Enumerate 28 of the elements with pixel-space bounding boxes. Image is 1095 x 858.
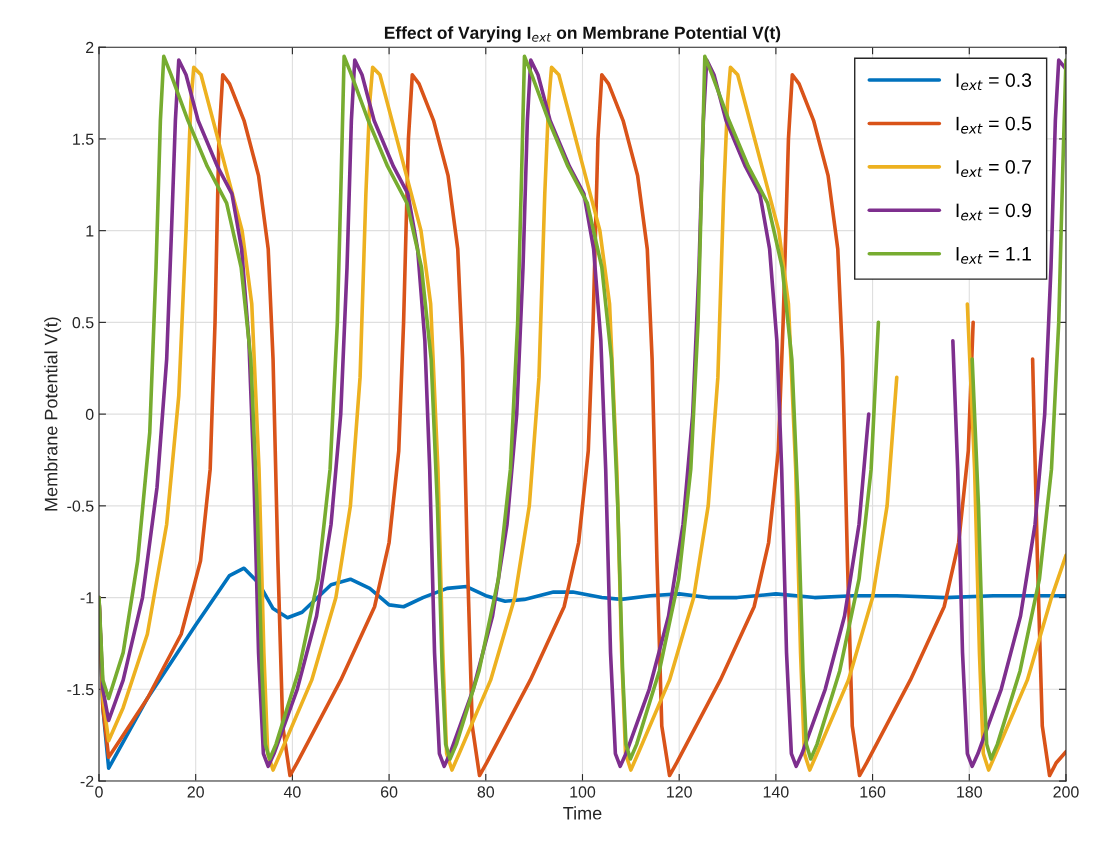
y-tick-label: -2	[80, 775, 94, 787]
legend-label: I$_{ext}$ = 0.3	[956, 73, 1032, 91]
x-tick-label: 20	[187, 786, 204, 798]
y-tick-label: 0	[85, 408, 94, 421]
x-tick-label: 40	[283, 786, 301, 798]
x-tick-label: 0	[95, 786, 103, 798]
y-tick-label: -1	[80, 592, 94, 604]
legend-label: I$_{ext}$ = 0.9	[956, 203, 1032, 221]
legend-label: I$_{ext}$ = 0.5	[956, 116, 1032, 134]
x-tick-label: 60	[381, 786, 398, 798]
y-tick-label: 2	[86, 41, 94, 53]
x-tick-label: 140	[763, 786, 789, 798]
y-tick-label: 1	[86, 225, 94, 237]
x-tick-label: 100	[570, 786, 596, 798]
legend-label: I$_{ext}$ = 1.1	[956, 247, 1031, 264]
y-tick-label: -0.5	[67, 500, 94, 512]
x-tick-label: 120	[667, 786, 692, 798]
y-tick-label: -1.5	[67, 684, 94, 696]
x-tick-label: 80	[477, 786, 495, 798]
y-tick-label: 0.5	[72, 317, 94, 329]
y-axis-title: Membrane Potential V(t)	[44, 317, 62, 511]
legend-label: I$_{ext}$ = 0.7	[956, 160, 1031, 178]
x-tick-label: 160	[860, 786, 886, 798]
x-tick-label: 200	[1053, 786, 1079, 798]
x-tick-label: 180	[957, 786, 982, 798]
y-tick-label: 1.5	[73, 133, 94, 145]
chart-title: Effect of Varying I$_{ext}$ on Membrane Potential V(t)	[384, 26, 781, 43]
x-axis-title: Time	[563, 806, 602, 820]
